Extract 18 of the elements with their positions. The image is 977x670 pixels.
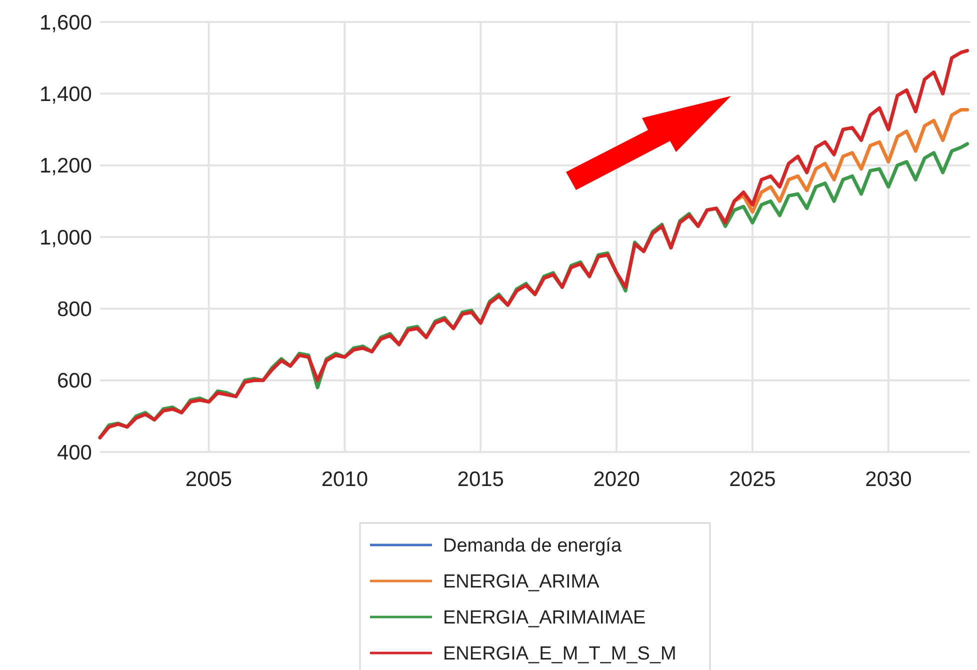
line-series [98, 48, 970, 440]
y-tick-label: 1,600 [39, 11, 92, 34]
x-tick-label: 2015 [457, 468, 504, 491]
x-tick-label: 2010 [321, 468, 368, 491]
y-tick-label: 1,200 [39, 154, 92, 178]
x-tick-label: 2030 [865, 468, 912, 491]
y-tick-label: 1,000 [39, 226, 92, 250]
y-tick-label: 600 [56, 370, 92, 393]
y-tick-label: 400 [56, 441, 92, 464]
x-tick-label: 2025 [729, 468, 776, 491]
legend-label: ENERGIA_ARIMA [443, 572, 600, 593]
y-tick-label: 800 [56, 298, 92, 322]
legend-label: ENERGIA_ARIMAIMAE [443, 608, 646, 629]
x-tick-label: 2005 [185, 468, 232, 491]
x-tick-label: 2020 [593, 468, 640, 491]
y-tick-label: 1,400 [39, 83, 92, 106]
legend-label: Demanda de energía [443, 536, 622, 557]
legend-label: ENERGIA_E_M_T_M_S_M [443, 644, 676, 665]
